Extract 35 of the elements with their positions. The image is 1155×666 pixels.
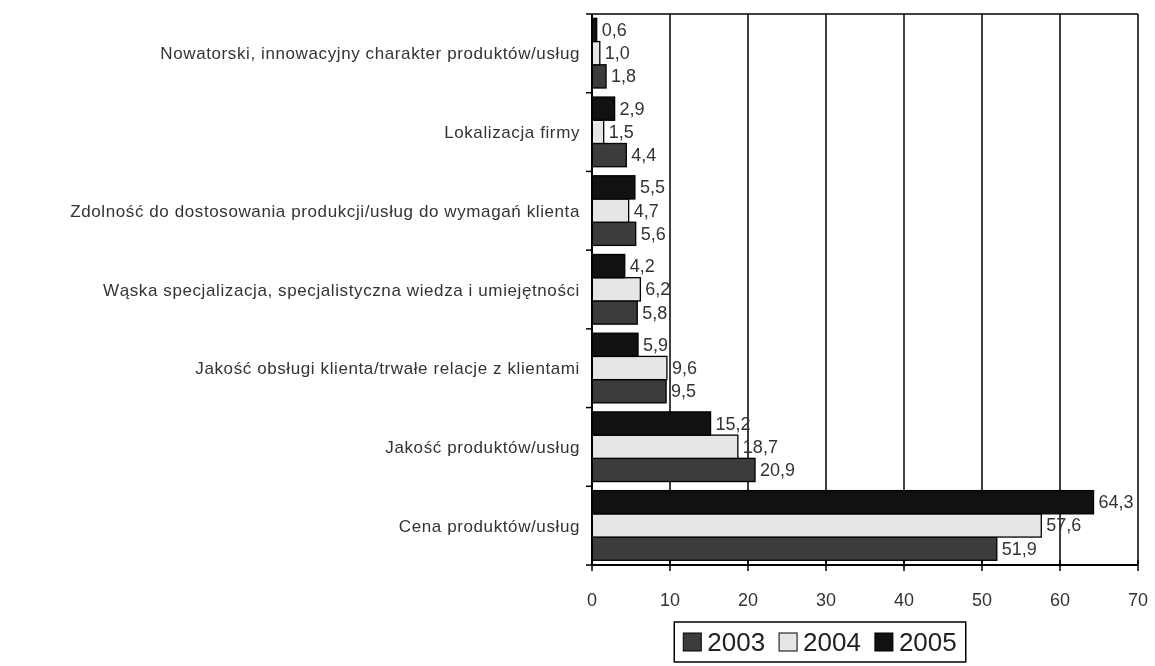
data-label: 4,4 xyxy=(631,145,657,166)
legend-label: 2003 xyxy=(707,627,766,657)
x-tick-label: 0 xyxy=(586,590,598,610)
data-label: 2,9 xyxy=(619,98,645,119)
x-tick-label: 50 xyxy=(971,590,993,610)
data-label: 4,2 xyxy=(629,256,655,277)
data-label: 5,9 xyxy=(643,334,669,355)
y-tick-label: Zdolność do dostosowania produkcji/usług do wymagań klienta xyxy=(70,201,580,221)
legend-label: 2004 xyxy=(803,627,861,657)
data-label: 0,6 xyxy=(601,19,627,40)
x-tick-label: 70 xyxy=(1127,590,1149,610)
data-label: 5,6 xyxy=(640,223,666,244)
data-label: 9,5 xyxy=(671,381,697,402)
data-label: 64,3 xyxy=(1098,492,1134,513)
x-tick-label: 10 xyxy=(659,590,681,610)
data-label: 1,0 xyxy=(604,43,630,64)
x-tick-label: 20 xyxy=(737,590,759,610)
x-tick-label: 40 xyxy=(893,590,915,610)
y-tick-label: Nowatorski, innowacyjny charakter produktów/usług xyxy=(160,44,580,64)
data-label: 9,6 xyxy=(671,358,697,379)
x-tick-label: 30 xyxy=(815,590,837,610)
y-tick-label: Wąska specjalizacja, specjalistyczna wiedza i umiejętności xyxy=(103,280,580,300)
y-tick-label: Cena produktów/usług xyxy=(398,516,580,536)
y-tick-label: Jakość produktów/usług xyxy=(385,437,580,457)
data-label: 5,8 xyxy=(642,302,668,323)
data-label: 20,9 xyxy=(760,459,796,480)
legend-label: 2005 xyxy=(898,627,957,657)
data-label: 4,7 xyxy=(633,200,659,221)
data-label: 1,8 xyxy=(611,66,637,87)
data-label: 51,9 xyxy=(1001,538,1037,559)
data-label: 1,5 xyxy=(608,121,634,142)
data-label: 5,5 xyxy=(639,177,665,198)
x-tick-label: 60 xyxy=(1049,590,1071,610)
y-tick-label: Jakość obsługi klienta/trwałe relacje z klientami xyxy=(195,359,580,379)
y-tick-label: Lokalizacja firmy xyxy=(444,123,580,143)
